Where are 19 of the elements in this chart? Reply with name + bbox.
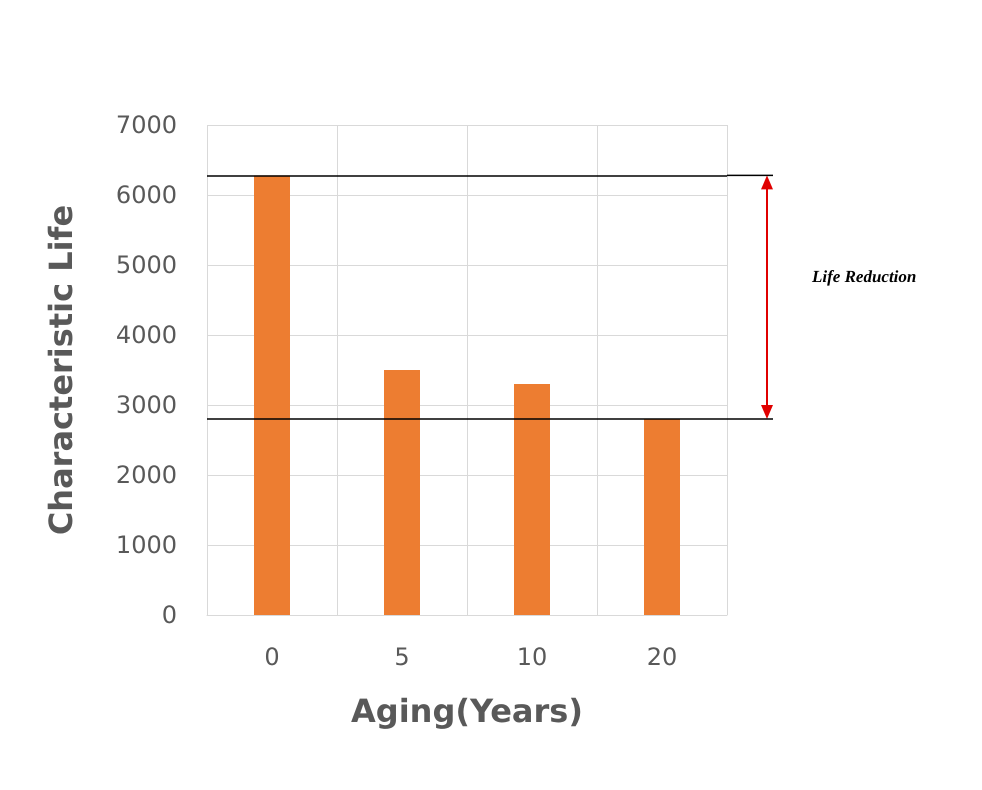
bar <box>514 384 550 615</box>
x-tick-label: 0 <box>264 643 280 671</box>
y-tick-label: 2000 <box>116 461 177 489</box>
x-tick-label: 10 <box>516 643 548 671</box>
bar <box>384 370 420 615</box>
y-tick-label: 1000 <box>116 531 177 559</box>
bar <box>644 419 680 615</box>
bar <box>254 175 290 615</box>
y-tick-label: 4000 <box>116 321 177 349</box>
x-axis-title: Aging(Years) <box>351 692 583 730</box>
y-tick-label: 3000 <box>116 391 177 419</box>
x-tick-label: 5 <box>394 643 410 671</box>
text: Life Reduction <box>812 267 916 288</box>
y-tick-label: 5000 <box>116 251 177 279</box>
y-tick-label: 0 <box>162 601 177 629</box>
y-tick-label: 6000 <box>116 181 177 209</box>
x-tick-label: 20 <box>646 643 678 671</box>
y-tick-label: 7000 <box>116 111 177 139</box>
y-axis-title: Characteristic Life <box>42 204 80 536</box>
